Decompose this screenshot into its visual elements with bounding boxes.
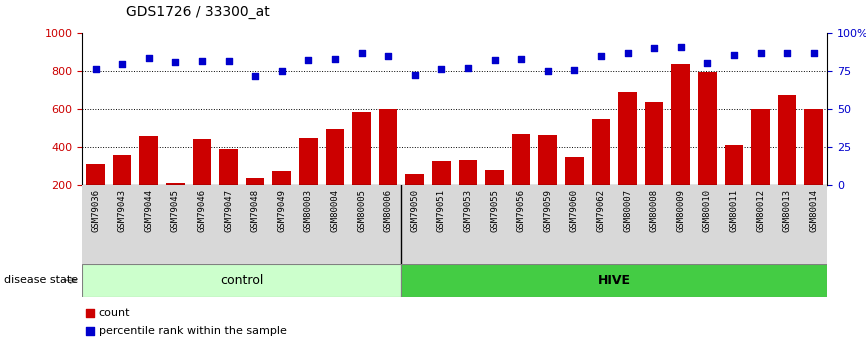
Bar (485, 170, 504, 223)
Bar (192, 139, 211, 223)
Text: disease state: disease state (4, 275, 79, 285)
Point (275, 68, 288, 73)
Bar (352, 112, 371, 223)
Bar (698, 72, 717, 223)
Text: GSM80003: GSM80003 (304, 188, 313, 231)
Text: GSM80007: GSM80007 (623, 188, 632, 231)
Point (514, 57, 528, 62)
Text: GSM80004: GSM80004 (331, 188, 339, 231)
Bar (299, 138, 318, 223)
Point (753, 50, 767, 56)
Point (461, 65, 475, 71)
Bar (87, 164, 105, 223)
Point (807, 50, 821, 56)
Text: control: control (220, 274, 263, 287)
Bar (219, 149, 238, 223)
Text: GSM80014: GSM80014 (809, 188, 818, 231)
Text: HIVE: HIVE (598, 274, 630, 287)
Bar (618, 92, 637, 223)
Point (354, 50, 368, 56)
Point (168, 59, 182, 65)
Text: GSM80011: GSM80011 (729, 188, 739, 231)
Point (701, 60, 714, 66)
Text: GSM79060: GSM79060 (570, 188, 578, 231)
Text: GSM79045: GSM79045 (171, 188, 180, 231)
Point (249, 73, 262, 79)
Bar (166, 183, 184, 223)
Text: count: count (99, 308, 130, 317)
Text: GSM80013: GSM80013 (783, 188, 792, 231)
Bar (565, 157, 584, 223)
Text: GSM80012: GSM80012 (756, 188, 765, 231)
Bar (326, 129, 345, 223)
Bar (459, 160, 477, 223)
Bar (725, 145, 743, 223)
Text: GSM80010: GSM80010 (703, 188, 712, 231)
Point (727, 52, 740, 57)
Bar (778, 95, 797, 223)
Bar (432, 161, 450, 223)
Point (435, 66, 449, 71)
Bar (378, 109, 397, 223)
Text: GSM79044: GSM79044 (145, 188, 153, 231)
Bar (405, 174, 424, 223)
Point (488, 58, 501, 63)
Point (83, 328, 97, 334)
Point (594, 54, 608, 59)
Bar (539, 135, 557, 223)
Text: percentile rank within the sample: percentile rank within the sample (99, 326, 287, 336)
Point (301, 58, 315, 63)
Bar (512, 134, 531, 223)
Point (408, 72, 422, 77)
Bar (805, 109, 823, 223)
Bar (751, 109, 770, 223)
Text: GSM80006: GSM80006 (384, 188, 392, 231)
Point (381, 53, 395, 58)
Point (540, 68, 554, 73)
Text: GSM79036: GSM79036 (91, 188, 100, 231)
Point (674, 44, 688, 50)
Text: GDS1726 / 33300_at: GDS1726 / 33300_at (126, 5, 269, 19)
Bar (82, 264, 402, 297)
Text: GSM79048: GSM79048 (250, 188, 260, 231)
Text: GSM79047: GSM79047 (224, 188, 233, 231)
Bar (671, 64, 690, 223)
Bar (273, 171, 291, 223)
Point (115, 61, 129, 67)
Text: GSM79056: GSM79056 (517, 188, 526, 231)
Point (142, 56, 156, 61)
Text: GSM79049: GSM79049 (277, 188, 287, 231)
Text: GSM79062: GSM79062 (597, 188, 605, 231)
Point (83, 310, 97, 315)
Point (647, 45, 661, 51)
Text: GSM79053: GSM79053 (463, 188, 473, 231)
Text: GSM80008: GSM80008 (650, 188, 659, 231)
Text: GSM79046: GSM79046 (197, 188, 206, 231)
Text: GSM79051: GSM79051 (436, 188, 446, 231)
Point (621, 50, 635, 56)
Bar (402, 264, 827, 297)
Text: GSM80005: GSM80005 (357, 188, 366, 231)
Bar (113, 155, 132, 223)
Point (88, 66, 102, 71)
Point (567, 67, 581, 72)
Text: GSM80009: GSM80009 (676, 188, 685, 231)
Bar (591, 119, 611, 223)
Bar (139, 136, 158, 223)
Text: GSM79050: GSM79050 (410, 188, 419, 231)
Point (195, 58, 209, 64)
Point (222, 58, 236, 64)
Point (780, 50, 794, 56)
Text: GSM79043: GSM79043 (118, 188, 126, 231)
Bar (246, 178, 264, 223)
Text: GSM79059: GSM79059 (543, 188, 553, 231)
Text: GSM79055: GSM79055 (490, 188, 499, 231)
Bar (645, 102, 663, 223)
Point (328, 57, 342, 62)
